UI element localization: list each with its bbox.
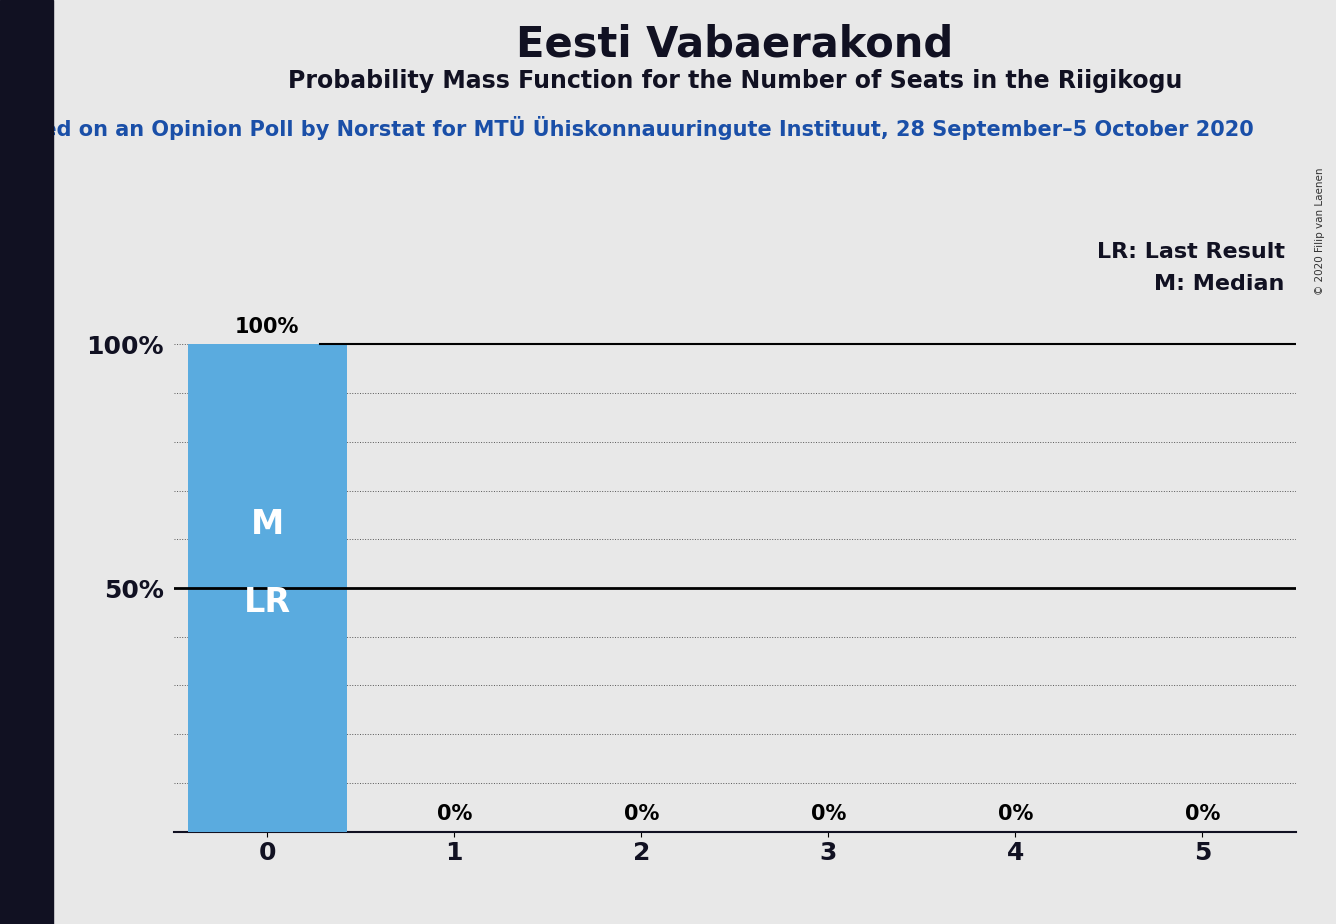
Text: 0%: 0% — [624, 804, 659, 824]
Text: Based on an Opinion Poll by Norstat for MTÜ Ühiskonnauuringute Instituut, 28 Sep: Based on an Opinion Poll by Norstat for … — [0, 116, 1253, 140]
Text: 0%: 0% — [811, 804, 846, 824]
Text: M: M — [251, 508, 283, 541]
Text: LR: Last Result: LR: Last Result — [1097, 242, 1285, 262]
Text: Probability Mass Function for the Number of Seats in the Riigikogu: Probability Mass Function for the Number… — [287, 69, 1182, 93]
Text: © 2020 Filip van Laenen: © 2020 Filip van Laenen — [1315, 167, 1325, 295]
Text: Eesti Vabaerakond: Eesti Vabaerakond — [516, 23, 954, 65]
Text: 100%: 100% — [235, 317, 299, 337]
Text: LR: LR — [243, 586, 291, 619]
Text: M: Median: M: Median — [1154, 274, 1285, 294]
Bar — [187, 345, 347, 832]
Text: 0%: 0% — [437, 804, 472, 824]
Text: 0%: 0% — [998, 804, 1033, 824]
Text: 0%: 0% — [1185, 804, 1220, 824]
